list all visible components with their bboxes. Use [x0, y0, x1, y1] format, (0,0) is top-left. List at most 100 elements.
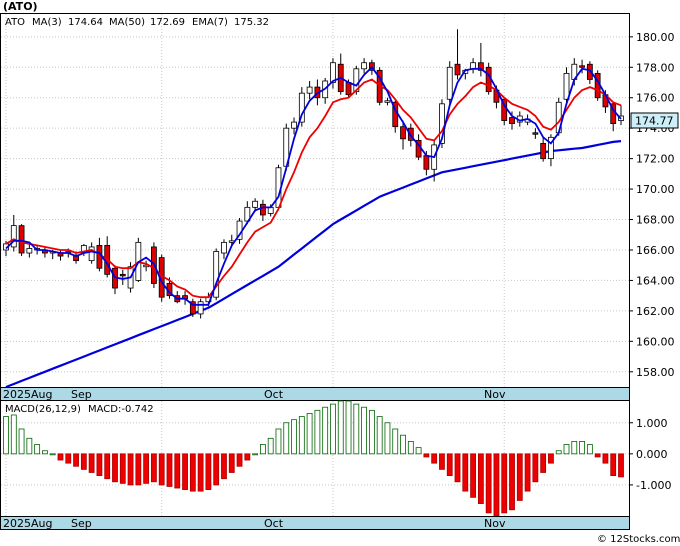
candle-body	[361, 62, 368, 70]
macd-bar	[586, 444, 593, 455]
price-y-tick-label: 170.00	[636, 183, 675, 196]
price-x-label-oct: Oct	[264, 388, 284, 401]
macd-bar	[361, 406, 368, 455]
price-y-tick-label: 158.00	[636, 366, 675, 379]
macd-bar	[49, 453, 56, 456]
macd-bar	[88, 453, 95, 473]
price-x-label-aug: 2025Aug	[3, 388, 52, 401]
price-y-axis: 158.00 160.00 162.00 164.00 166.00 168.00 170.…	[629, 31, 675, 379]
price-y-tick-label: 178.00	[636, 61, 675, 74]
macd-bar	[501, 453, 508, 514]
legend-ma3-name: MA(3)	[32, 17, 62, 28]
macd-bar	[57, 453, 64, 461]
macd-bar	[119, 453, 126, 484]
macd-bar	[423, 453, 430, 458]
macd-bar	[376, 416, 383, 455]
macd-bar	[618, 453, 624, 478]
candle-body	[88, 246, 95, 262]
macd-bar	[42, 450, 48, 455]
macd-bar	[524, 453, 531, 492]
candle-body	[189, 301, 196, 315]
candle-body	[10, 225, 17, 248]
candle-body	[579, 65, 585, 68]
macd-bar	[259, 444, 266, 455]
macd-y-tick-label: 0.000	[636, 448, 668, 461]
macd-bar	[228, 453, 235, 473]
price-x-label-sep: Sep	[71, 388, 92, 401]
macd-bar	[298, 416, 305, 455]
candle-body	[18, 225, 25, 254]
macd-bar	[407, 441, 414, 455]
macd-bar	[34, 444, 41, 455]
macd-bars	[3, 400, 624, 517]
macd-bar	[213, 453, 220, 486]
ma50-polyline	[5, 140, 622, 389]
macd-bar	[345, 400, 352, 455]
macd-bar	[189, 453, 196, 492]
candle-body	[563, 72, 570, 100]
candle-body	[400, 126, 406, 140]
candle-body	[586, 63, 593, 80]
price-x-label-nov: Nov	[484, 388, 506, 401]
price-y-tick-label: 162.00	[636, 305, 675, 318]
macd-bar	[485, 453, 492, 514]
candle-body	[213, 251, 220, 298]
macd-bar	[454, 453, 461, 483]
macd-bar	[314, 409, 321, 455]
price-grid	[1, 14, 629, 387]
macd-bar	[10, 414, 17, 455]
macd-bar	[322, 406, 329, 455]
macd-bar	[571, 441, 578, 455]
candle-body	[454, 63, 461, 76]
candle-body	[548, 136, 554, 160]
macd-bar	[392, 428, 399, 455]
macd-bar	[548, 453, 554, 464]
macd-bar	[182, 453, 188, 490]
macd-x-label-oct: Oct	[264, 517, 284, 530]
candle-body	[470, 62, 476, 70]
macd-bar	[151, 453, 157, 483]
macd-bar	[431, 453, 438, 464]
price-y-tick-label: 168.00	[636, 214, 675, 227]
macd-bar	[337, 400, 344, 455]
price-y-tick-label: 164.00	[636, 274, 675, 287]
macd-bar	[555, 450, 562, 455]
macd-bar	[306, 413, 313, 455]
legend-ema7-name: EMA(7)	[192, 17, 228, 28]
macd-bar	[563, 444, 570, 455]
macd-bar	[462, 453, 469, 492]
macd-bar	[275, 428, 282, 455]
macd-bar	[3, 416, 9, 455]
macd-bar	[602, 453, 609, 464]
macd-bar	[540, 453, 547, 473]
candle-body	[353, 68, 360, 93]
legend-ma50-value: 172.69	[150, 17, 185, 28]
candle-body	[509, 117, 515, 125]
ma50-line	[5, 140, 622, 389]
macd-bar	[446, 453, 453, 476]
macd-bar	[112, 453, 118, 483]
macd-x-label-nov: Nov	[484, 517, 506, 530]
candle-body	[345, 82, 352, 96]
price-x-axis-band	[0, 387, 630, 401]
macd-bar	[174, 453, 181, 489]
macd-bar	[439, 453, 445, 470]
price-y-tick-label: 172.00	[636, 153, 675, 166]
macd-bar	[283, 422, 290, 455]
macd-value-label: MACD:-0.742	[88, 404, 154, 415]
macd-bar	[205, 453, 212, 490]
candle-body	[252, 200, 259, 208]
ema7-polyline	[5, 78, 622, 299]
candle-body	[221, 241, 227, 254]
macd-bar	[143, 453, 150, 484]
macd-bar	[252, 453, 259, 456]
macd-bar	[158, 453, 165, 486]
candle-body	[330, 62, 336, 83]
macd-bar	[493, 453, 500, 517]
macd-bar	[368, 409, 375, 455]
macd-bar	[221, 453, 227, 480]
macd-bar	[96, 453, 103, 476]
macd-x-label-aug: 2025Aug	[3, 517, 52, 530]
price-y-tick-label: 166.00	[636, 244, 675, 257]
candle-body	[306, 86, 313, 94]
